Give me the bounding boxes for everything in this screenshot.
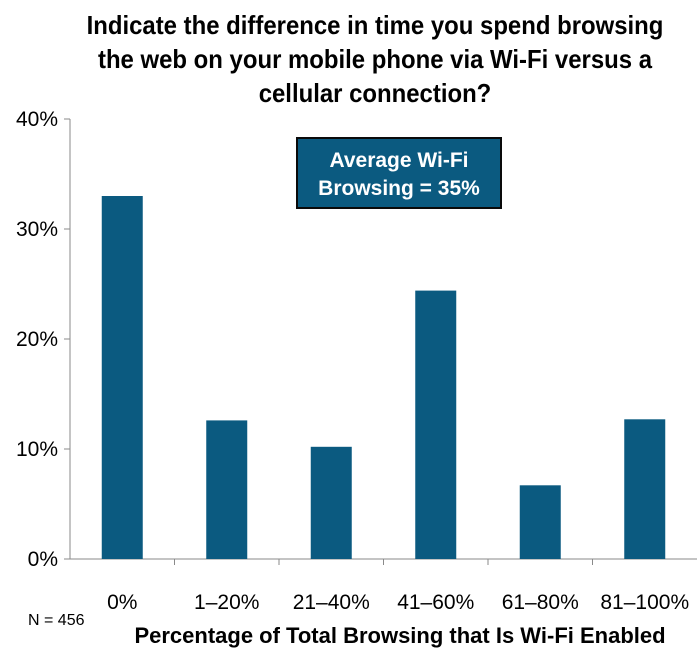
y-tick-label: 40%: [16, 108, 58, 131]
callout-line-2: Browsing = 35%: [318, 177, 480, 200]
x-tick-label: 1–20%: [194, 591, 259, 614]
bar: [415, 290, 457, 559]
bar: [101, 196, 143, 559]
chart-title-line-2: the web on your mobile phone via Wi-Fi v…: [97, 44, 653, 74]
bar: [519, 485, 561, 559]
chart-title-line-3: cellular connection?: [258, 78, 492, 108]
bar: [310, 446, 352, 559]
x-tick-label: 61–80%: [502, 591, 579, 614]
x-tick-label: 81–100%: [600, 591, 689, 614]
x-tick-label: 21–40%: [293, 591, 370, 614]
bar: [624, 419, 666, 559]
x-axis-title: Percentage of Total Browsing that Is Wi-…: [134, 623, 665, 648]
chart-title: Indicate the difference in time you spen…: [85, 8, 665, 110]
y-tick-label: 10%: [16, 438, 58, 461]
callout-line-1: Average Wi-Fi: [329, 149, 469, 172]
sample-size-note: N = 456: [28, 612, 85, 629]
average-callout: Average Wi-Fi Browsing = 35%: [296, 137, 502, 209]
chart-title-line-1: Indicate the difference in time you spen…: [86, 10, 664, 40]
bar: [206, 420, 248, 559]
x-tick-label: 41–60%: [397, 591, 474, 614]
y-tick-label: 0%: [28, 548, 58, 571]
y-tick-label: 30%: [16, 218, 58, 241]
x-tick-label: 0%: [107, 591, 137, 614]
y-tick-label: 20%: [16, 328, 58, 351]
